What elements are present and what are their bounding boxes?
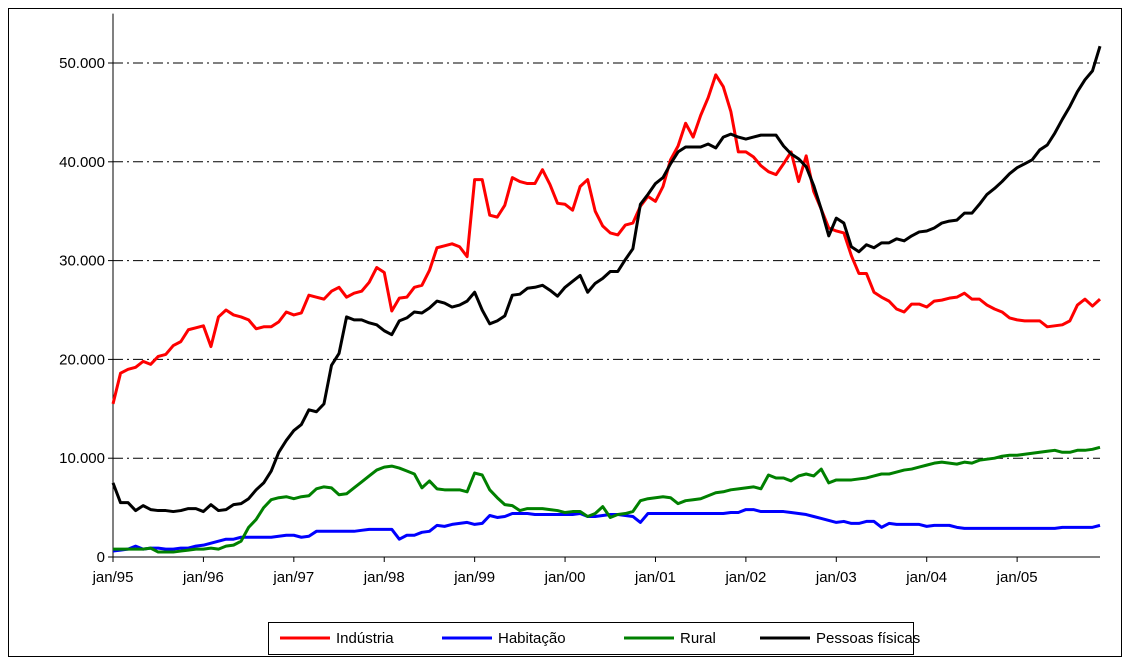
x-tick-label: jan/03 bbox=[815, 569, 857, 586]
x-tick-label: jan/95 bbox=[92, 569, 134, 586]
series-line bbox=[112, 508, 1101, 553]
y-tick-label: 30.000 bbox=[59, 253, 105, 270]
x-tick-label: jan/02 bbox=[724, 569, 766, 586]
y-tick-label: 0 bbox=[97, 549, 105, 566]
x-tick-label: jan/00 bbox=[544, 569, 586, 586]
legend-label: Rural bbox=[680, 630, 716, 647]
x-tick-label: jan/04 bbox=[905, 569, 947, 586]
x-tick-label: jan/96 bbox=[182, 569, 224, 586]
series-line bbox=[111, 45, 1102, 514]
x-tick-label: jan/97 bbox=[272, 569, 314, 586]
x-tick-label: jan/01 bbox=[634, 569, 676, 586]
legend-label: Pessoas físicas bbox=[816, 630, 920, 647]
x-tick-label: jan/05 bbox=[996, 569, 1038, 586]
series-line bbox=[113, 445, 1101, 554]
series-line bbox=[111, 73, 1102, 405]
y-tick-label: 20.000 bbox=[59, 351, 105, 368]
x-tick-label: jan/99 bbox=[453, 569, 495, 586]
x-tick-label: jan/98 bbox=[363, 569, 405, 586]
legend: Indústria Habitação Rural Pessoas físicas bbox=[280, 630, 920, 647]
legend-label: Habitação bbox=[498, 630, 566, 647]
legend-label: Indústria bbox=[336, 630, 394, 647]
y-tick-label: 40.000 bbox=[59, 154, 105, 171]
y-tick-label: 50.000 bbox=[59, 55, 105, 72]
y-tick-label: 10.000 bbox=[59, 450, 105, 467]
